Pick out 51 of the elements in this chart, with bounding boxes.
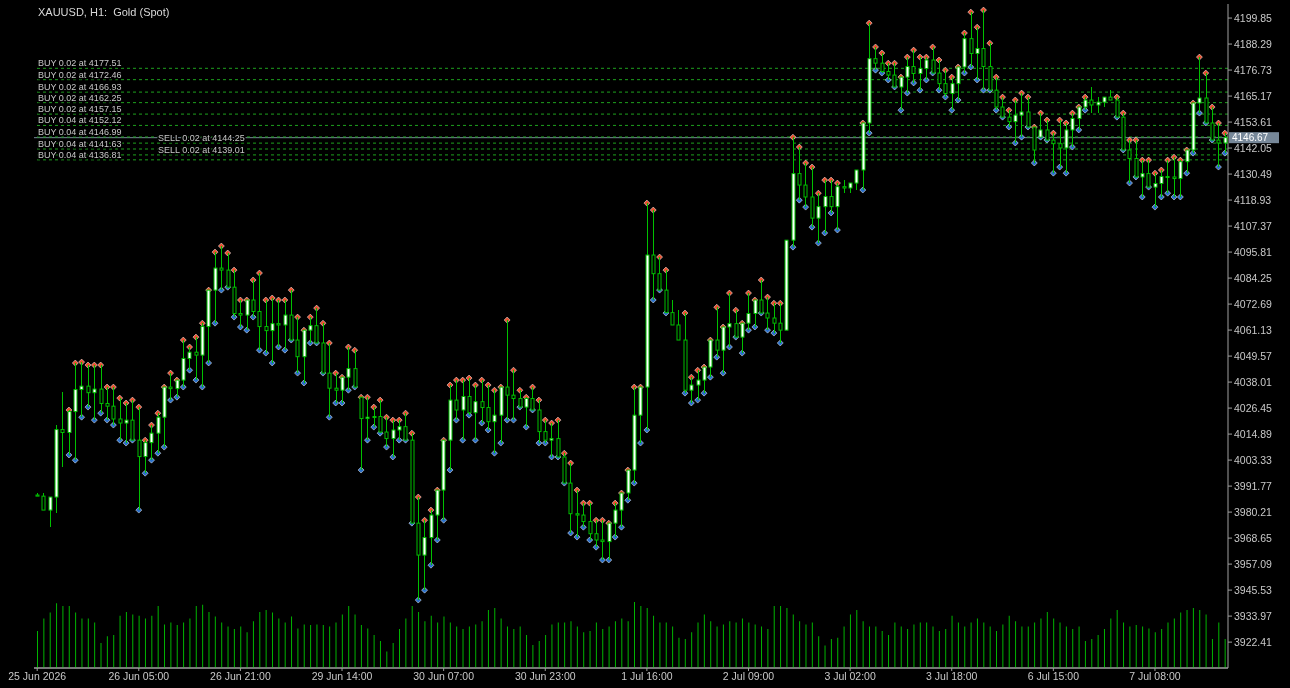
x-tick-label: 6 Jul 15:00 — [1027, 670, 1080, 683]
y-tick-label: 3922.41 — [1234, 635, 1273, 648]
x-tick-label: 26 Jun 05:00 — [108, 670, 170, 683]
candlestick — [1223, 132, 1228, 154]
y-tick-label: 3933.97 — [1234, 609, 1273, 622]
y-tick-label: 4165.17 — [1234, 89, 1273, 102]
y-tick-label: 4118.93 — [1234, 193, 1272, 206]
ref-line-label: BUY 0.04 at 4146.99 — [38, 126, 122, 137]
y-tick-label: 4072.69 — [1234, 297, 1273, 310]
y-tick-label: 4061.13 — [1234, 323, 1273, 336]
y-tick-label: 4014.89 — [1234, 427, 1273, 440]
candlestick — [353, 349, 358, 388]
x-tick-label: 7 Jul 08:00 — [1129, 670, 1181, 683]
ref-line-label: BUY 0.02 at 4157.15 — [38, 104, 122, 115]
y-tick-label: 4153.61 — [1234, 115, 1273, 128]
y-tick-label: 3957.09 — [1234, 557, 1273, 570]
x-tick-label: 3 Jul 02:00 — [824, 670, 876, 683]
chart-title: XAUUSD, H1: Gold (Spot) — [38, 6, 170, 19]
ref-line-label: BUY 0.02 at 4166.93 — [38, 82, 122, 93]
y-tick-label: 4130.49 — [1234, 167, 1273, 180]
y-tick-label: 4038.01 — [1234, 375, 1273, 388]
y-tick-label: 4176.73 — [1234, 63, 1273, 76]
y-tick-label: 3991.77 — [1234, 479, 1273, 492]
y-tick-label: 4026.45 — [1234, 401, 1273, 414]
x-tick-label: 2 Jul 09:00 — [722, 670, 775, 683]
x-tick-label: 29 Jun 14:00 — [311, 670, 373, 683]
y-tick-label: 3980.21 — [1234, 505, 1273, 518]
x-tick-label: 3 Jul 18:00 — [926, 670, 978, 683]
ref-line-label: 4146.67 — [1232, 132, 1269, 144]
y-tick-label: 3945.53 — [1234, 583, 1273, 596]
y-tick-label: 4142.05 — [1234, 141, 1273, 154]
y-tick-label: 4107.37 — [1234, 219, 1273, 232]
ref-line-label: BUY 0.04 at 4152.12 — [38, 115, 122, 126]
ref-line-label: BUY 0.04 at 4136.81 — [38, 149, 122, 160]
x-tick-label: 30 Jun 23:00 — [514, 670, 576, 683]
y-tick-label: 4084.25 — [1234, 271, 1273, 284]
y-tick-label: 4095.81 — [1234, 245, 1273, 258]
y-tick-label: 4049.57 — [1234, 349, 1273, 362]
ref-line-label: BUY 0.02 at 4162.25 — [38, 92, 122, 103]
x-tick-label: 1 Jul 16:00 — [621, 670, 673, 683]
ref-line-label: BUY 0.02 at 4172.46 — [38, 69, 122, 80]
x-tick-label: 26 Jun 21:00 — [210, 670, 271, 683]
y-tick-label: 3968.65 — [1234, 531, 1273, 544]
ref-line-label: BUY 0.02 at 4177.51 — [38, 58, 122, 69]
x-tick-label: 30 Jun 07:00 — [413, 670, 475, 683]
y-tick-label: 4003.33 — [1234, 453, 1273, 466]
ref-line-label: SELL 0.02 at 4139.01 — [158, 144, 245, 155]
x-tick-label: 25 Jun 2026 — [8, 670, 67, 683]
ref-line-label: BUY 0.04 at 4141.63 — [38, 139, 122, 150]
y-tick-label: 4188.29 — [1234, 37, 1273, 50]
y-tick-label: 4199.85 — [1234, 11, 1273, 24]
